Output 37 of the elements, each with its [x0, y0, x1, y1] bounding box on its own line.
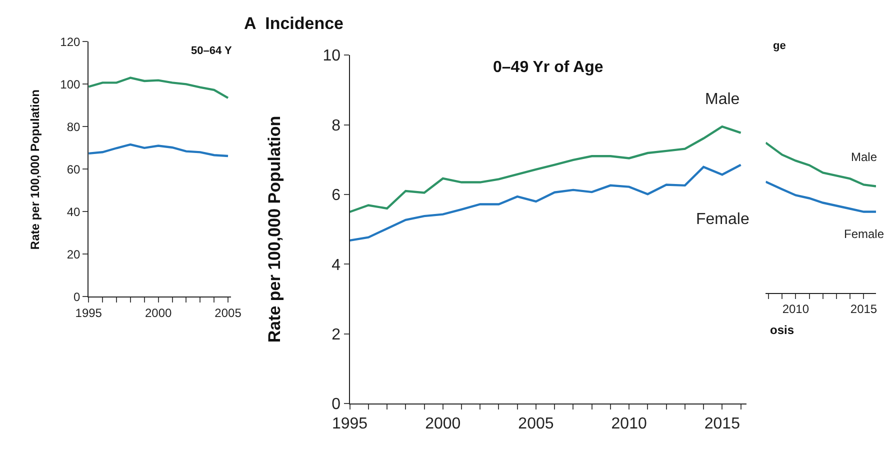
- x-tick-label: 2010: [611, 416, 647, 433]
- y-tick-label: 2: [332, 326, 341, 344]
- x-axis-title: osis: [770, 323, 794, 337]
- y-tick-label: 20: [66, 247, 81, 262]
- y-tick-label: 4: [332, 256, 341, 274]
- line-series: [350, 125, 742, 213]
- x-tick-label: 2015: [704, 416, 740, 433]
- chart-title: ge: [773, 40, 786, 52]
- y-axis-title: Rate per 100,000 Population: [28, 90, 42, 250]
- y-tick-label: 120: [60, 34, 81, 49]
- series-label: Male: [851, 150, 878, 164]
- text: A Incidence: [244, 14, 344, 33]
- x-tick-label: 2005: [214, 306, 242, 320]
- line-series: [88, 76, 230, 100]
- x-tick-label: 2005: [518, 416, 554, 433]
- line-series: [88, 143, 230, 158]
- x-tick-label: 2015: [850, 302, 878, 316]
- y-tick-label: 0: [332, 396, 341, 414]
- y-tick-label: 6: [332, 187, 341, 204]
- x-tick-label: 1995: [332, 416, 368, 433]
- y-tick-label: 10: [322, 48, 341, 65]
- y-tick-label: 100: [60, 77, 81, 92]
- x-tick-label: 2010: [782, 302, 810, 316]
- x-tick-label: 2000: [144, 306, 172, 320]
- y-tick-label: 60: [66, 162, 81, 176]
- chart-title: 50–64 Y: [191, 45, 232, 57]
- x-tick-label: 2000: [425, 416, 461, 433]
- y-tick-label: 80: [66, 120, 81, 134]
- series-label: Female: [696, 211, 750, 228]
- y-tick-label: 0: [74, 290, 81, 304]
- x-tick-label: 1995: [75, 306, 102, 320]
- y-tick-label: 8: [332, 117, 341, 134]
- series-label: Male: [705, 91, 740, 108]
- chart-title: 0–49 Yr of Age: [493, 59, 604, 76]
- y-axis-title: Rate per 100,000 Population: [265, 116, 284, 343]
- series-label: Female: [844, 227, 884, 241]
- y-tick-label: 40: [66, 204, 81, 219]
